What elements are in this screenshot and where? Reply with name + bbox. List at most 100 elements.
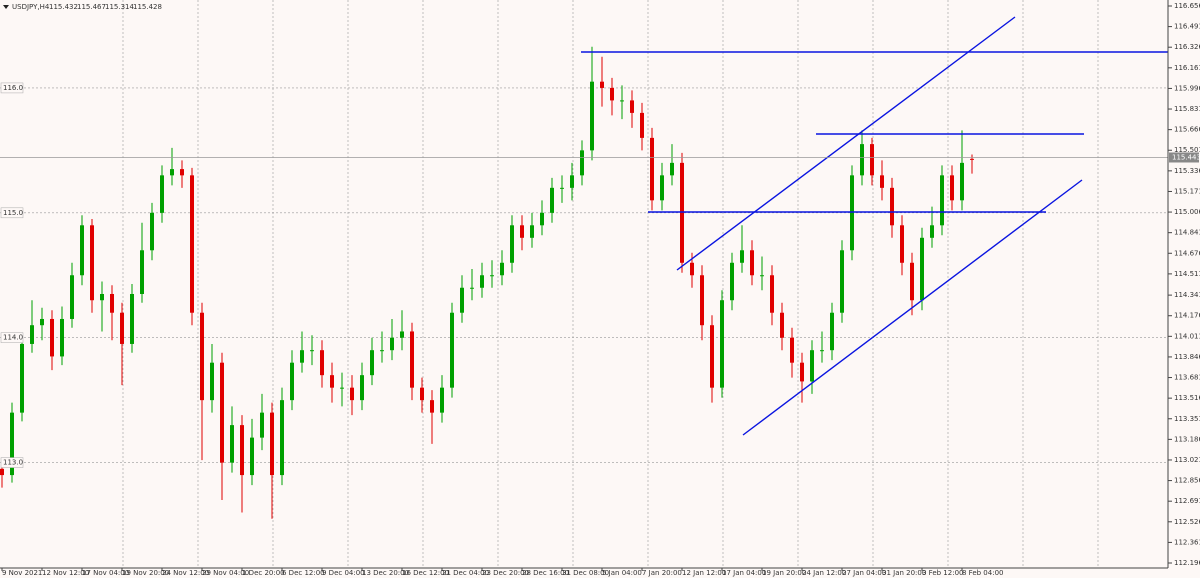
x-tick-label: 16 Dec 12:00 (402, 569, 449, 577)
candle-body (810, 350, 814, 382)
y-tick-label: 115.336 (1174, 167, 1200, 175)
candle-body (900, 225, 904, 263)
x-tick-label: 19 Nov 20:00 (122, 569, 169, 577)
x-tick-label: 13 Dec 20:00 (362, 569, 409, 577)
candle-body (700, 275, 704, 326)
candle-body (870, 144, 874, 176)
x-tick-label: 8 Feb 04:00 (962, 569, 1003, 577)
candle-body (0, 468, 4, 476)
level-label-box (0, 332, 24, 343)
candle-body (950, 175, 954, 201)
candle-body (490, 275, 494, 277)
x-tick-label: 27 Jan 04:00 (842, 569, 886, 577)
candle-body (890, 187, 894, 226)
candle-body (250, 437, 254, 476)
candle-body (350, 387, 354, 401)
candle-body (740, 250, 744, 263)
candle-body (630, 100, 634, 113)
candle-body (30, 325, 34, 344)
candle-body (180, 169, 184, 176)
header-close: 115.428 (133, 3, 162, 11)
candle-body (590, 81, 594, 151)
candle-body (670, 162, 674, 176)
y-tick-label: 113.516 (1174, 394, 1200, 402)
candle-body (830, 312, 834, 351)
candle-body (70, 275, 74, 319)
candle-body (290, 362, 294, 401)
x-tick-label: 24 Jan 12:00 (802, 569, 846, 577)
y-tick-label: 112.361 (1174, 538, 1200, 546)
last-price-box (1169, 152, 1199, 163)
candle-body (200, 312, 204, 401)
candle-body (760, 275, 764, 277)
candle-body (600, 81, 604, 88)
level-label: 115.0 (3, 209, 23, 217)
candle-body (10, 412, 14, 476)
y-tick-label: 114.841 (1174, 229, 1200, 237)
candle-body (220, 362, 224, 463)
level-label: 116.0 (3, 84, 23, 92)
x-tick-label: 3 Feb 12:00 (922, 569, 963, 577)
candle-body (940, 175, 944, 226)
menu-arrow[interactable] (3, 5, 9, 9)
candle-body (860, 144, 864, 176)
symbol: USDJPY,H4 (12, 3, 50, 11)
candle-body (550, 187, 554, 213)
candle-body (160, 175, 164, 213)
x-tick-label: 12 Jan 12:00 (682, 569, 726, 577)
candle-body (560, 187, 564, 189)
x-tick-label: 5 Jan 04:00 (602, 569, 642, 577)
candle-body (790, 337, 794, 363)
trend-line (676, 16, 1016, 271)
candle-body (470, 287, 474, 289)
candle-body (120, 312, 124, 344)
candle-body (410, 331, 414, 388)
candle-body (340, 387, 344, 389)
x-tick-label: 23 Dec 20:00 (482, 569, 529, 577)
x-tick-label: 19 Jan 20:00 (762, 569, 806, 577)
candle-body (620, 100, 624, 102)
y-tick-label: 116.491 (1174, 23, 1200, 31)
y-tick-label: 114.341 (1174, 291, 1200, 299)
trend-line (742, 179, 1083, 436)
y-tick-label: 115.831 (1174, 105, 1200, 113)
candle-body (640, 112, 644, 138)
y-tick-label: 116.656 (1174, 2, 1200, 10)
grid (0, 0, 1168, 568)
candle-body (500, 262, 504, 276)
candle-body (450, 312, 454, 388)
candle-body (50, 318, 54, 357)
candle-body (710, 325, 714, 388)
candle-body (770, 275, 774, 313)
level-label-box (0, 457, 24, 468)
y-tick-label: 113.846 (1174, 353, 1200, 361)
y-tick-label: 116.161 (1174, 64, 1200, 72)
candle-body (380, 350, 384, 352)
candle-body (540, 212, 544, 226)
candle-body (230, 425, 234, 463)
candle-body (960, 162, 964, 201)
y-tick-label: 112.691 (1174, 497, 1200, 505)
x-tick-label: 17 Jan 04:00 (722, 569, 766, 577)
level-label-box (0, 207, 24, 219)
candle-body (920, 237, 924, 301)
y-tick-label: 115.996 (1174, 84, 1200, 92)
candle-body (320, 350, 324, 376)
candle-body (110, 293, 114, 313)
candle-body (420, 387, 424, 401)
x-tick-label: 12 Nov 12:00 (42, 569, 89, 577)
candle-body (280, 400, 284, 476)
y-tick-label: 116.326 (1174, 43, 1200, 51)
x-tick-label: 31 Jan 20:00 (882, 569, 926, 577)
candle-body (720, 300, 724, 388)
x-tick-label: 1 Dec 20:00 (242, 569, 285, 577)
y-tick-label: 114.676 (1174, 249, 1200, 257)
y-tick-label: 113.021 (1174, 456, 1200, 464)
y-tick-label: 113.351 (1174, 415, 1200, 423)
y-tick-label: 115.501 (1174, 146, 1200, 154)
candle-body (400, 331, 404, 338)
candle-body (150, 212, 154, 251)
candle-body (240, 425, 244, 476)
x-tick-label: 9 Dec 04:00 (322, 569, 365, 577)
y-tick-label: 115.666 (1174, 126, 1200, 134)
